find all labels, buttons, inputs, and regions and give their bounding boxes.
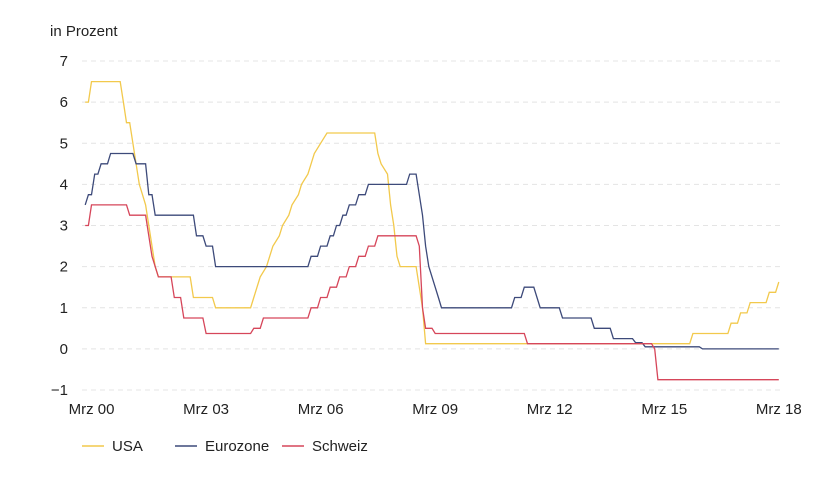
y-tick-label: 0: [60, 341, 68, 358]
y-axis-unit-label: in Prozent: [50, 23, 118, 40]
y-tick-label: 4: [60, 176, 68, 193]
series-lines: [84, 80, 780, 381]
x-tick-label: Mrz 03: [183, 401, 229, 418]
y-tick-label: 3: [60, 218, 68, 235]
legend-label-eurozone: Eurozone: [205, 438, 269, 455]
x-axis: Mrz 00 Mrz 03 Mrz 06 Mrz 09 Mrz 12 Mrz 15 Mrz …: [69, 401, 802, 418]
series-line-schweiz: [85, 204, 779, 381]
x-tick-label: Mrz 09: [412, 401, 458, 418]
grid-lines: [82, 60, 782, 391]
y-tick-label: 1: [60, 300, 68, 317]
y-axis: −1 0 1 2 3 4 5 6 7: [51, 53, 68, 399]
x-tick-label: Mrz 06: [298, 401, 344, 418]
legend-label-schweiz: Schweiz: [312, 438, 368, 455]
legend: USA Eurozone Schweiz: [82, 438, 368, 455]
series-line-eurozone: [84, 152, 779, 350]
x-tick-label: Mrz 15: [641, 401, 687, 418]
y-tick-label: 6: [60, 94, 68, 111]
x-tick-label: Mrz 18: [756, 401, 802, 418]
x-tick-label: Mrz 00: [69, 401, 115, 418]
legend-label-usa: USA: [112, 438, 143, 455]
series-line-usa: [85, 80, 780, 345]
y-tick-label: 5: [60, 135, 68, 152]
y-tick-label: −1: [51, 382, 68, 399]
y-tick-label: 7: [60, 53, 68, 70]
y-tick-label: 2: [60, 259, 68, 276]
x-tick-label: Mrz 12: [527, 401, 573, 418]
